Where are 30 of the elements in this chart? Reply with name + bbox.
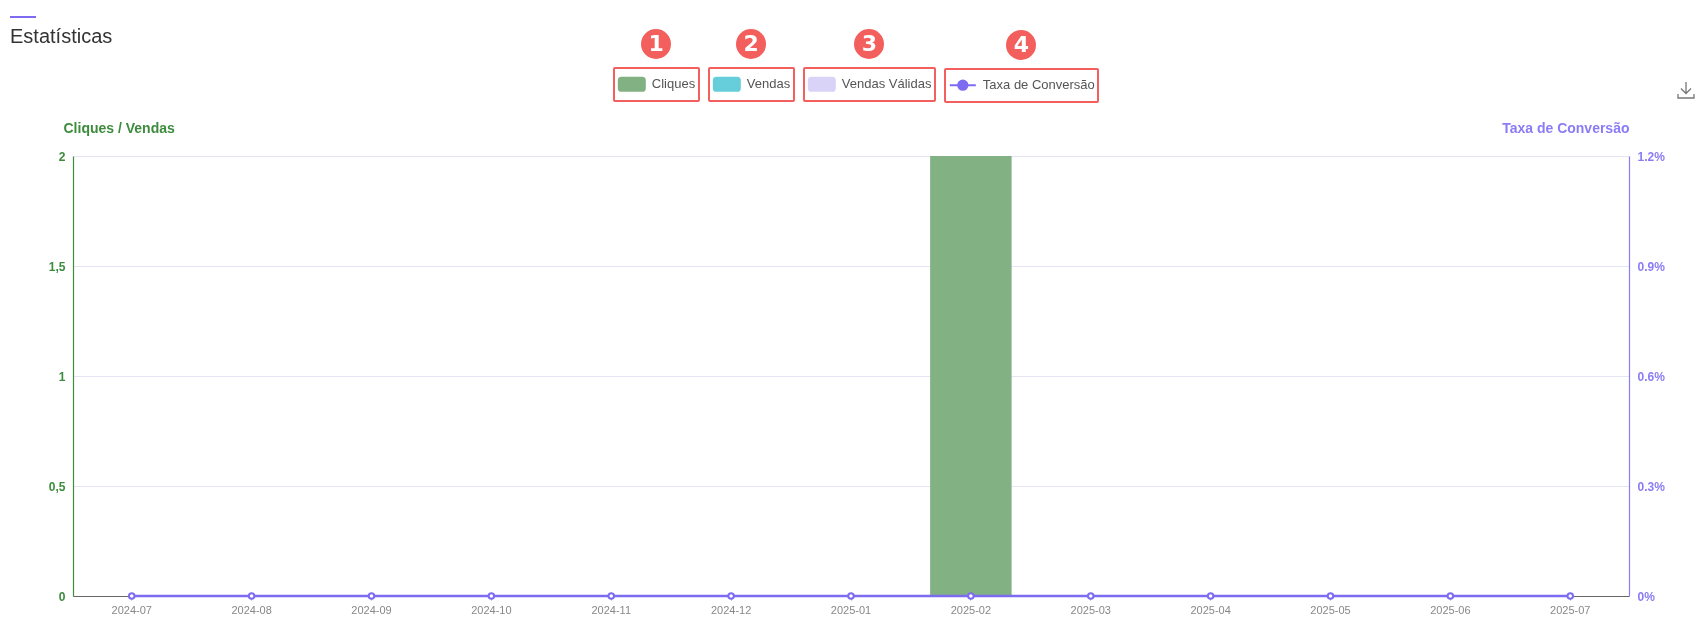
legend-label: Taxa de Conversão [982, 77, 1095, 93]
x-tick-label: 2024-10 [471, 603, 512, 616]
y-tick-label: 0 [58, 589, 66, 604]
legend-label: Cliques [651, 76, 696, 92]
x-tick-label: 2025-05 [1310, 603, 1351, 616]
legend-label: Vendas [746, 76, 791, 92]
x-tick-label: 2025-03 [1070, 603, 1111, 616]
y-tick-label: 1 [58, 369, 66, 384]
x-tick-label: 2024-08 [231, 603, 272, 616]
y-tick-label: 0,5 [48, 479, 66, 494]
x-tick-label: 2024-12 [710, 603, 752, 616]
y2-tick-label: 0.3% [1637, 479, 1666, 494]
y-tick-label: 2 [58, 149, 66, 164]
y2-tick-label: 0.6% [1637, 369, 1666, 384]
y-tick-label: 1,5 [48, 259, 66, 274]
y2-tick-label: 1.2% [1637, 149, 1666, 164]
x-tick-label: 2024-07 [111, 603, 152, 616]
y-axis-title: Cliques / Vendas [63, 119, 175, 136]
x-tick-label: 2025-02 [950, 603, 992, 616]
legend-label: Vendas Válidas [841, 76, 932, 92]
y2-tick-label: 0% [1637, 589, 1656, 604]
x-tick-label: 2025-01 [830, 603, 872, 616]
x-tick-label: 2025-06 [1430, 603, 1471, 616]
y2-axis-title: Taxa de Conversão [1502, 119, 1630, 136]
x-tick-label: 2024-11 [591, 603, 632, 616]
chart-title: Estatísticas [10, 25, 113, 48]
x-tick-label: 2025-07 [1550, 603, 1591, 616]
x-tick-label: 2025-04 [1190, 603, 1231, 616]
y2-tick-label: 0.9% [1637, 259, 1666, 274]
x-tick-label: 2024-09 [351, 603, 392, 616]
